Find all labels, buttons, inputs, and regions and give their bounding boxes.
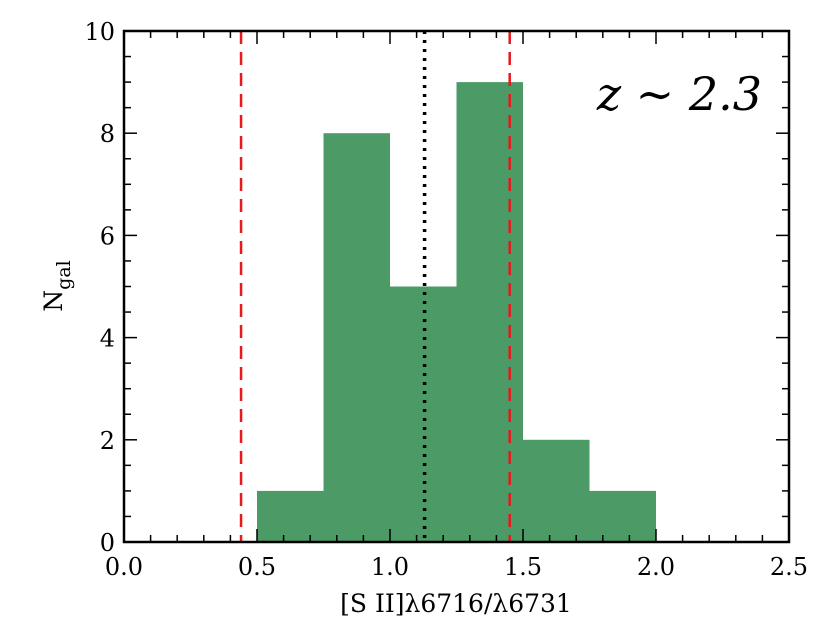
histogram-bar-0 [257,490,324,542]
x-tick-label: 0.0 [105,553,143,581]
redshift-annotation: z ∼ 2.3 [596,67,762,121]
histogram-bars [257,82,656,542]
y-tick-label: 6 [100,222,115,250]
x-tick-labels: 0.0 0.5 1.0 1.5 2.0 2.5 [105,553,808,581]
histogram-bar-2 [390,286,457,542]
histogram-bar-3 [456,82,523,542]
x-tick-label: 1.5 [504,553,542,581]
plot-frame [122,29,791,544]
y-tick-label: 8 [100,120,115,148]
y-tick-label: 4 [100,325,115,353]
y-tick-labels: 0 2 4 6 8 10 [84,18,115,557]
x-tick-label: 2.5 [770,553,808,581]
y-tick-label: 2 [100,427,115,455]
x-axis-label: [S II]λ6716/λ6731 [340,589,572,618]
histogram-bar-1 [323,133,390,542]
histogram-bar-5 [589,490,656,542]
y-tick-label: 10 [84,18,115,46]
y-tick-label: 0 [100,529,115,557]
y-axis-label: Ngal [39,260,75,311]
y-axis-label-main: N [39,290,68,312]
x-tick-label: 2.0 [637,553,675,581]
histogram-bar-4 [523,439,590,542]
x-tick-label: 0.5 [238,553,276,581]
x-tick-label: 1.0 [371,553,409,581]
reference-lines [239,31,511,542]
y-axis-label-subscript: gal [53,260,75,290]
